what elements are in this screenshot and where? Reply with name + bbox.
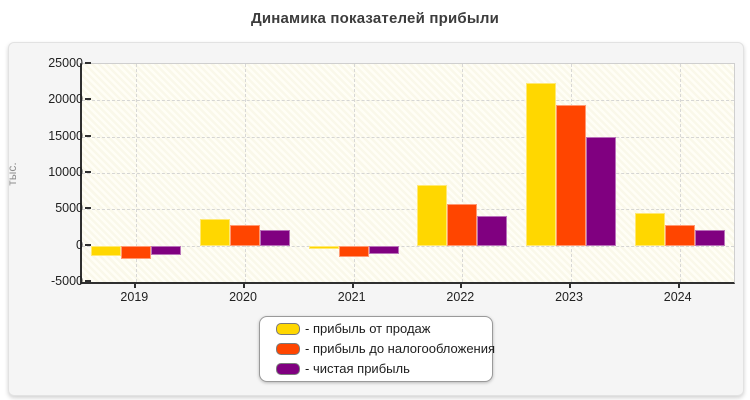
chart-panel: тыс. 25000 20000 15000 10000 5000 0 -5000 2019…: [5, 42, 744, 396]
chart-bar: [260, 229, 290, 246]
chart-bar: [586, 136, 616, 246]
x-tick-label: 2024: [663, 290, 692, 304]
legend-swatch: [276, 343, 300, 355]
y-tick-label: 10000: [48, 165, 83, 179]
legend-box: - прибыль от продаж - прибыль до налогооб…: [259, 316, 496, 382]
chart-bar: [694, 230, 725, 246]
x-tick-label: 2022: [446, 290, 475, 304]
y-tick-label: 5000: [55, 201, 83, 216]
legend-swatch: [276, 323, 300, 335]
chart-bar: [447, 203, 478, 246]
y-tick-mark: [85, 243, 91, 246]
y-tick-label: 15000: [48, 128, 83, 143]
chart-bar: [368, 245, 399, 255]
v-gridline: [462, 64, 464, 282]
chart-bar: [526, 82, 556, 246]
chart-bar: [91, 245, 122, 256]
legend-item: - прибыль от продаж: [276, 319, 492, 339]
y-tick-label: 20000: [48, 92, 83, 107]
y-tick-mark: [85, 98, 91, 101]
h-gridline: [82, 209, 734, 211]
y-tick-mark: [85, 62, 91, 64]
chart-bar: [664, 225, 695, 246]
legend-item: - прибыль до налогообложения: [276, 339, 496, 359]
legend-item: - чистая прибыль: [276, 359, 492, 379]
x-tick-mark: [134, 283, 137, 288]
y-tick-mark: [85, 280, 91, 282]
v-gridline: [679, 64, 681, 282]
v-gridline: [245, 64, 246, 282]
chart-bar: [230, 225, 260, 246]
y-axis-label: тыс.: [5, 162, 19, 186]
x-tick-mark: [677, 283, 680, 288]
chart-bar: [338, 245, 369, 257]
chart-bar: [121, 245, 152, 259]
chart-bar: [308, 245, 339, 250]
legend-label: - прибыль от продаж: [305, 321, 431, 336]
x-tick-mark: [569, 283, 571, 288]
y-tick-label: -5000: [51, 274, 83, 288]
x-tick-label: 2020: [229, 290, 257, 304]
legend-swatch: [276, 363, 300, 375]
y-tick-mark: [85, 207, 91, 210]
v-gridline: [353, 64, 355, 282]
chart-bar: [151, 245, 182, 256]
h-gridline: [82, 173, 734, 174]
chart-bar: [200, 218, 230, 246]
y-tick-mark: [85, 171, 91, 173]
h-gridline: [82, 245, 734, 247]
plot-area: [80, 63, 735, 284]
y-tick-label: 0: [76, 237, 83, 252]
legend-label: - прибыль до налогообложения: [305, 341, 496, 356]
x-tick-label: 2019: [120, 290, 149, 304]
chart-title: Динамика показателей прибыли: [250, 10, 500, 27]
chart-bar: [477, 215, 508, 246]
legend-label: - чистая прибыль: [305, 361, 410, 376]
v-gridline: [136, 64, 138, 282]
x-tick-mark: [351, 283, 354, 288]
x-tick-mark: [460, 283, 463, 288]
x-tick-mark: [243, 283, 245, 288]
chart-bar: [556, 105, 586, 246]
y-tick-label: 25000: [48, 56, 83, 70]
h-gridline: [82, 100, 734, 102]
chart-bar: [634, 212, 665, 246]
x-tick-label: 2023: [555, 290, 583, 304]
x-tick-label: 2021: [337, 290, 366, 304]
chart-bar: [417, 185, 448, 246]
y-tick-mark: [85, 134, 91, 137]
h-gridline: [82, 136, 734, 138]
